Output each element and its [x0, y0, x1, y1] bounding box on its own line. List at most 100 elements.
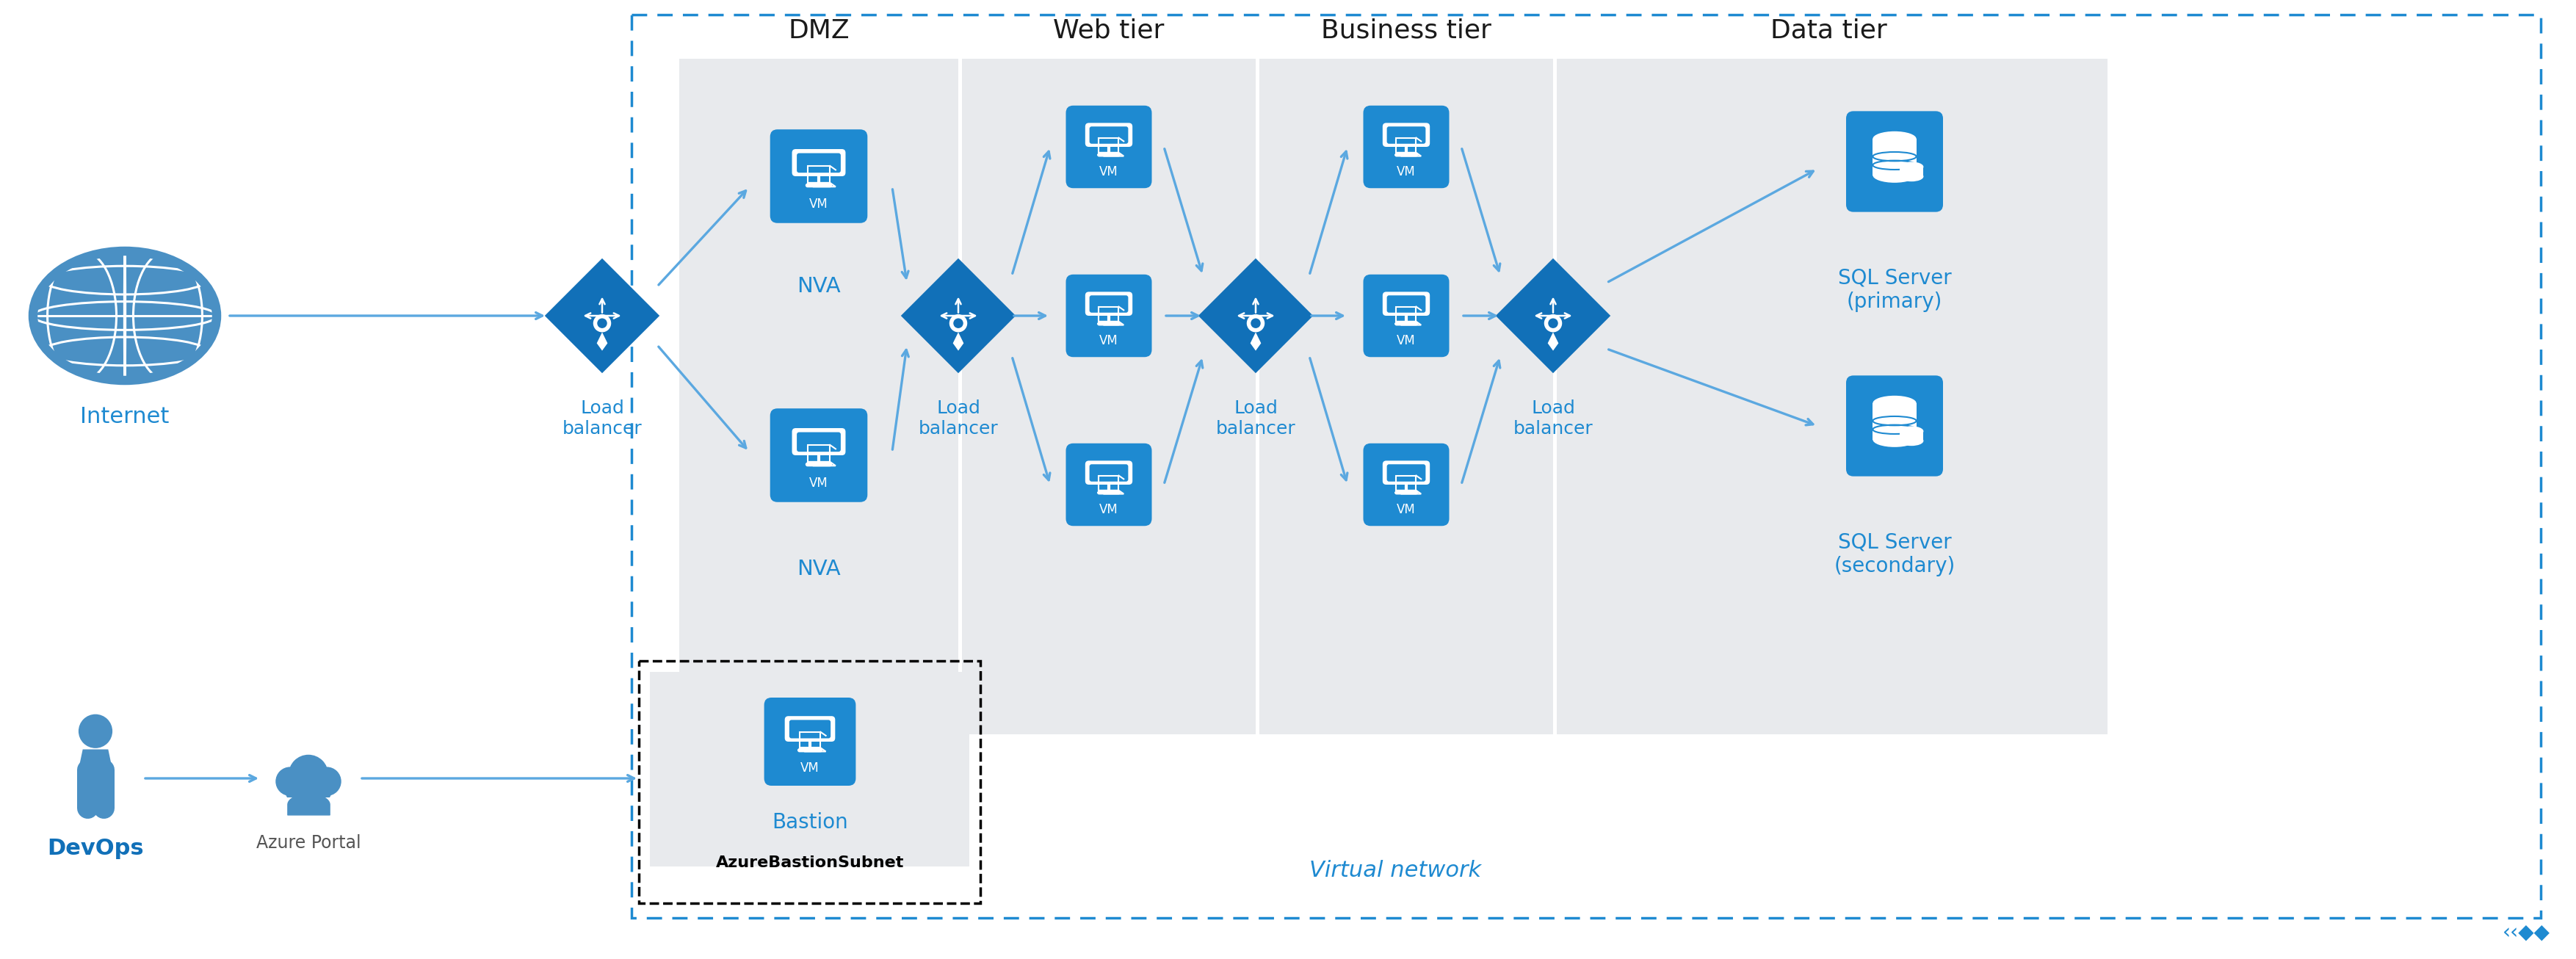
FancyBboxPatch shape: [791, 428, 845, 456]
Circle shape: [77, 714, 113, 748]
Bar: [1556, 58, 2107, 735]
Polygon shape: [953, 332, 963, 351]
Ellipse shape: [1899, 162, 1924, 172]
Polygon shape: [902, 258, 1015, 373]
Text: VM: VM: [809, 477, 829, 490]
FancyBboxPatch shape: [1090, 464, 1128, 481]
FancyBboxPatch shape: [788, 720, 829, 738]
Text: Load
balancer: Load balancer: [562, 400, 641, 437]
Text: VM: VM: [1396, 165, 1417, 178]
Text: VM: VM: [1396, 334, 1417, 347]
Polygon shape: [1548, 332, 1558, 351]
FancyBboxPatch shape: [1383, 292, 1430, 316]
Text: Load
balancer: Load balancer: [920, 400, 999, 437]
Text: Virtual network: Virtual network: [1309, 859, 1481, 880]
FancyBboxPatch shape: [1066, 274, 1151, 357]
Bar: [1260, 58, 1553, 735]
Text: DevOps: DevOps: [46, 837, 144, 858]
Circle shape: [312, 767, 340, 796]
Polygon shape: [598, 332, 608, 351]
FancyBboxPatch shape: [1383, 460, 1430, 484]
Circle shape: [289, 755, 327, 794]
FancyBboxPatch shape: [1084, 292, 1133, 316]
Text: VM: VM: [801, 761, 819, 775]
FancyBboxPatch shape: [791, 149, 845, 176]
Bar: [961, 58, 1255, 735]
Text: Bastion: Bastion: [773, 812, 848, 832]
Bar: [631, 14, 2540, 918]
FancyBboxPatch shape: [765, 697, 855, 785]
FancyBboxPatch shape: [1363, 105, 1450, 188]
FancyBboxPatch shape: [796, 153, 840, 173]
Ellipse shape: [1899, 172, 1924, 181]
Circle shape: [951, 315, 966, 332]
Ellipse shape: [1873, 432, 1917, 447]
Circle shape: [1543, 315, 1561, 332]
FancyBboxPatch shape: [1394, 153, 1417, 156]
Text: NVA: NVA: [796, 559, 840, 579]
Ellipse shape: [1873, 168, 1917, 183]
Text: DMZ: DMZ: [788, 18, 850, 43]
FancyBboxPatch shape: [1066, 105, 1151, 188]
FancyBboxPatch shape: [786, 716, 835, 741]
FancyBboxPatch shape: [796, 433, 840, 452]
Ellipse shape: [33, 251, 216, 381]
Text: Web tier: Web tier: [1054, 18, 1164, 43]
Text: Business tier: Business tier: [1321, 18, 1492, 43]
Ellipse shape: [1899, 435, 1924, 446]
Text: Azure Portal: Azure Portal: [255, 834, 361, 852]
Bar: [639, 661, 981, 903]
Polygon shape: [544, 258, 659, 373]
FancyBboxPatch shape: [1066, 443, 1151, 526]
FancyBboxPatch shape: [799, 748, 822, 752]
Polygon shape: [77, 749, 113, 769]
Text: Load
balancer: Load balancer: [1216, 400, 1296, 437]
Circle shape: [953, 318, 963, 328]
FancyBboxPatch shape: [1090, 127, 1128, 144]
Text: VM: VM: [809, 198, 829, 211]
FancyBboxPatch shape: [770, 409, 868, 503]
FancyBboxPatch shape: [1084, 123, 1133, 147]
FancyBboxPatch shape: [1363, 274, 1450, 357]
Text: VM: VM: [1396, 503, 1417, 516]
Circle shape: [592, 315, 611, 332]
FancyBboxPatch shape: [1394, 491, 1417, 495]
Text: AzureBastionSubnet: AzureBastionSubnet: [716, 855, 904, 870]
FancyBboxPatch shape: [1394, 322, 1417, 326]
Polygon shape: [1198, 258, 1314, 373]
Text: SQL Server
(secondary): SQL Server (secondary): [1834, 532, 1955, 576]
FancyBboxPatch shape: [1386, 295, 1425, 313]
FancyBboxPatch shape: [806, 462, 832, 466]
Ellipse shape: [1899, 426, 1924, 436]
Polygon shape: [1249, 332, 1262, 351]
Text: VM: VM: [1100, 503, 1118, 516]
FancyBboxPatch shape: [1097, 322, 1121, 326]
FancyBboxPatch shape: [1090, 295, 1128, 313]
FancyBboxPatch shape: [1363, 443, 1450, 526]
Circle shape: [598, 318, 608, 328]
Circle shape: [1247, 315, 1265, 332]
Text: ‹‹◆◆: ‹‹◆◆: [2501, 923, 2550, 943]
Polygon shape: [1497, 258, 1610, 373]
Ellipse shape: [1873, 131, 1917, 147]
Polygon shape: [281, 798, 335, 814]
FancyBboxPatch shape: [806, 183, 832, 187]
Bar: [649, 672, 969, 867]
Text: VM: VM: [1100, 165, 1118, 178]
Bar: [1899, 167, 1924, 176]
FancyBboxPatch shape: [1084, 460, 1133, 484]
Text: Data tier: Data tier: [1770, 18, 1886, 43]
Bar: [1873, 139, 1917, 175]
Bar: [1873, 403, 1917, 439]
FancyBboxPatch shape: [1847, 376, 1942, 477]
Text: SQL Server
(primary): SQL Server (primary): [1837, 268, 1953, 313]
Circle shape: [1548, 318, 1558, 328]
Text: VM: VM: [1100, 334, 1118, 347]
FancyBboxPatch shape: [1383, 123, 1430, 147]
Ellipse shape: [1873, 396, 1917, 410]
Text: Internet: Internet: [80, 407, 170, 428]
Circle shape: [294, 777, 322, 807]
FancyBboxPatch shape: [1386, 127, 1425, 144]
Bar: [1899, 432, 1924, 441]
FancyBboxPatch shape: [1847, 111, 1942, 212]
